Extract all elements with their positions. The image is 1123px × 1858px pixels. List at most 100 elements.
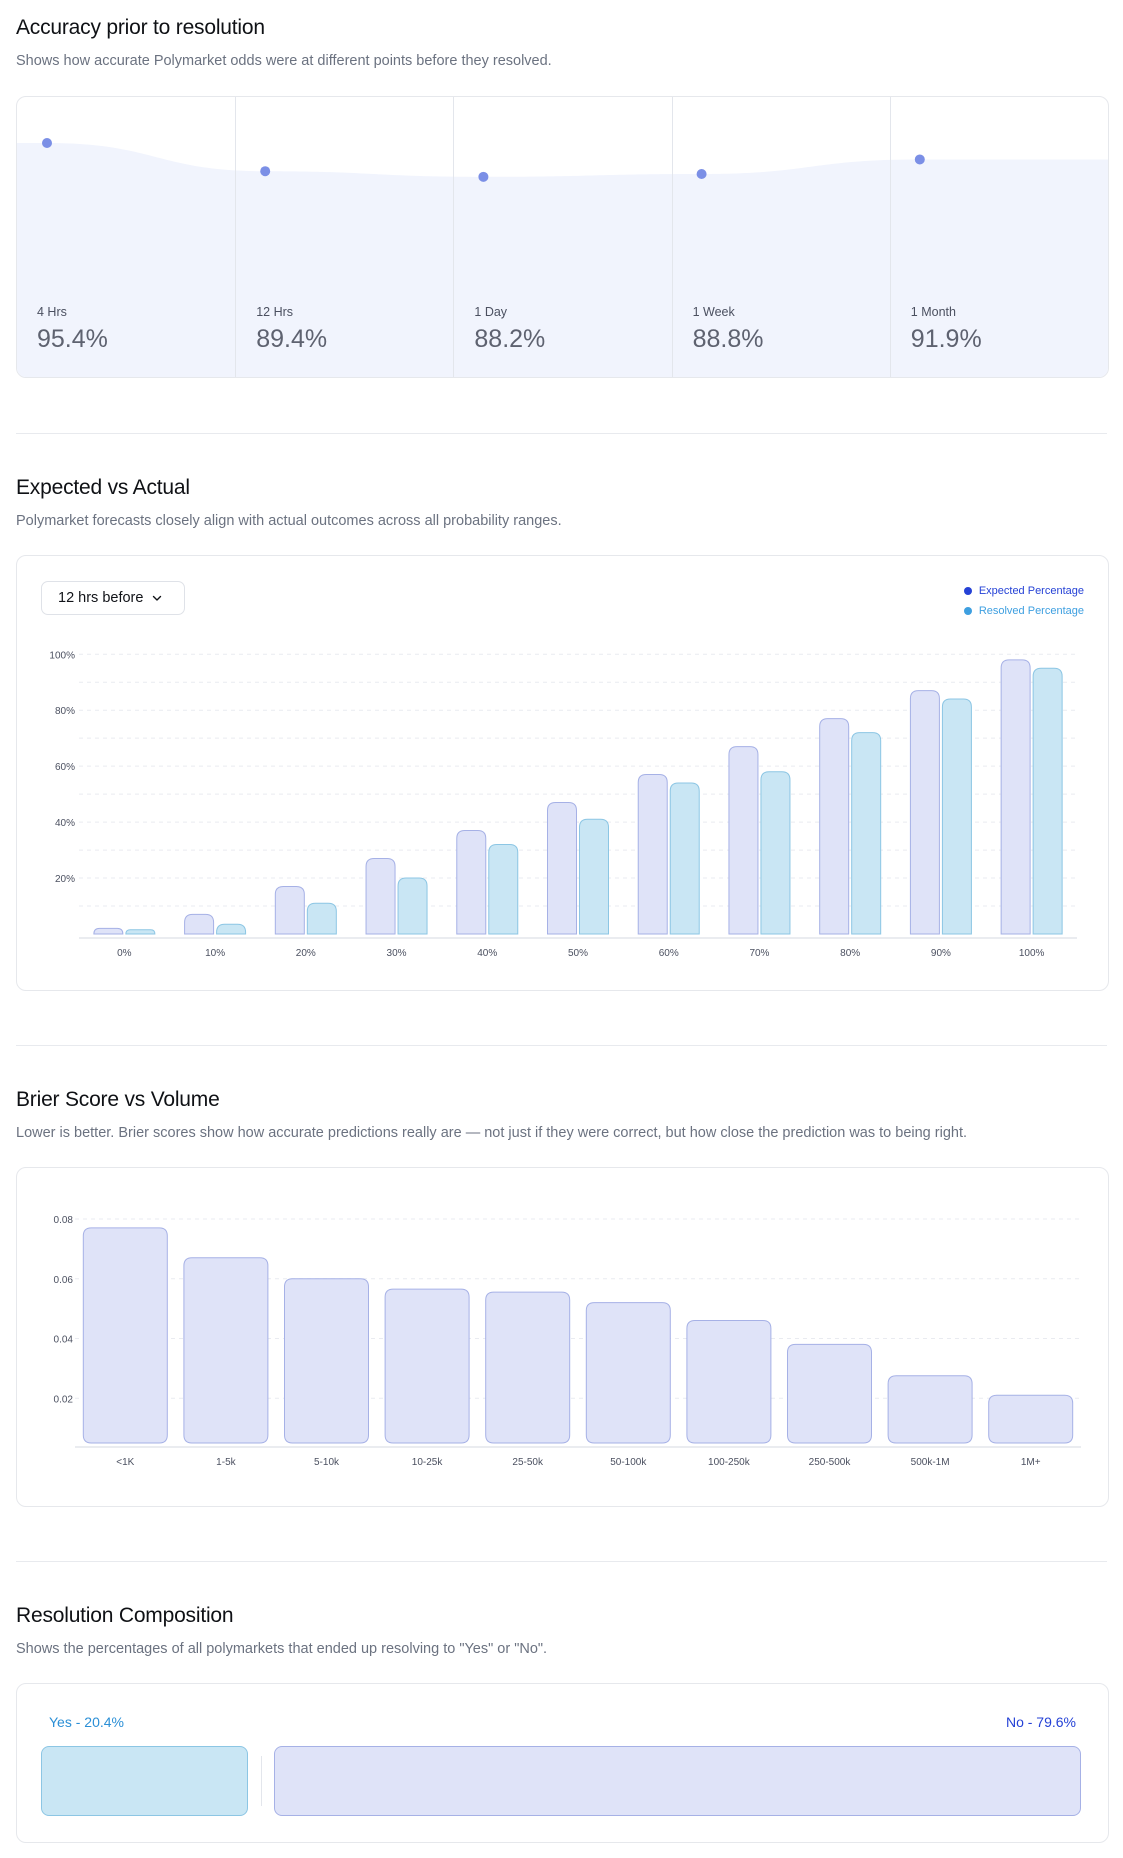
expected-actual-card: 20% 40% 60% 80% 100% 0% 10% 20% 30% 40% 50% 60% 70% 8…: [16, 555, 1109, 991]
brier-card: 0.02 0.04 0.06 0.08 <1K 1-5k 5-10k 10-25k 25-50k…: [16, 1167, 1109, 1507]
x-tick-label: 1-5k: [216, 1457, 236, 1468]
x-tick-label: 40%: [477, 948, 497, 959]
bar-brier[interactable]: [485, 1291, 571, 1444]
bar-expected[interactable]: [909, 690, 940, 935]
accuracy-subtitle: Shows how accurate Polymarket odds were …: [16, 53, 552, 69]
bar-resolved[interactable]: [397, 877, 428, 935]
no-bar: [273, 1746, 1081, 1816]
legend-dot-expected: [963, 587, 972, 595]
y-tick-label: 0.08: [54, 1215, 74, 1226]
accuracy-point: [260, 166, 271, 177]
x-tick-label: 5-10k: [314, 1457, 340, 1468]
bar-expected[interactable]: [637, 774, 668, 935]
bar-resolved[interactable]: [216, 923, 247, 935]
composition-separator: [260, 1756, 262, 1806]
accuracy-point: [914, 154, 925, 165]
chevron-down-icon: [153, 595, 162, 601]
bar-expected[interactable]: [274, 885, 305, 935]
y-tick-label: 0.02: [54, 1394, 74, 1405]
x-tick-label: 500k-1M: [911, 1457, 950, 1468]
brier-title: Brier Score vs Volume: [16, 1088, 220, 1111]
y-tick-label: 0.06: [54, 1275, 74, 1286]
yes-bar: [41, 1746, 248, 1816]
divider: [16, 433, 1107, 434]
accuracy-cell-label: 1 Month: [910, 305, 956, 319]
accuracy-cell-value: 91.9%: [910, 325, 982, 353]
accuracy-point: [478, 171, 489, 182]
y-tick-label: 0.04: [54, 1335, 74, 1346]
expected-actual-chart: 20% 40% 60% 80% 100% 0% 10% 20% 30% 40% 50% 60% 70% 8…: [49, 650, 1077, 959]
accuracy-cell: 4 Hrs 95.4%: [17, 97, 235, 377]
x-tick-label: 70%: [749, 948, 769, 959]
divider: [16, 1561, 1107, 1562]
yes-label: Yes - 20.4%: [49, 1714, 124, 1730]
timeframe-dropdown[interactable]: 12 hrs before: [41, 581, 185, 615]
legend-label-resolved: Resolved Percentage: [978, 605, 1084, 617]
x-tick-label: 25-50k: [512, 1457, 544, 1468]
composition-card: Yes - 20.4% No - 79.6%: [16, 1683, 1109, 1843]
bar-resolved[interactable]: [579, 818, 609, 935]
y-tick-label: 80%: [55, 706, 75, 717]
legend-label-expected: Expected Percentage: [978, 585, 1084, 597]
x-tick-label: 10%: [205, 948, 225, 959]
bar-resolved[interactable]: [306, 902, 337, 935]
bar-expected[interactable]: [1000, 659, 1031, 935]
x-tick-label: 250-500k: [809, 1457, 852, 1468]
bar-expected[interactable]: [184, 913, 215, 935]
accuracy-cell-label: 12 Hrs: [256, 305, 294, 319]
bar-brier[interactable]: [82, 1227, 168, 1444]
y-tick-label: 100%: [49, 650, 75, 661]
bar-resolved[interactable]: [125, 929, 156, 935]
accuracy-cell: 1 Week 88.8%: [671, 97, 891, 377]
x-tick-label: 1M+: [1021, 1457, 1041, 1468]
bar-resolved[interactable]: [488, 843, 519, 935]
bar-brier[interactable]: [585, 1302, 671, 1444]
accuracy-point: [42, 138, 52, 148]
x-tick-label: 50%: [568, 948, 588, 959]
accuracy-cell-value: 95.4%: [37, 325, 108, 353]
legend-item-expected: Expected Percentage: [963, 581, 1084, 601]
bar-brier[interactable]: [988, 1394, 1074, 1444]
expected-actual-title: Expected vs Actual: [16, 476, 190, 499]
x-tick-label: 0%: [117, 948, 132, 959]
x-tick-label: 20%: [296, 948, 316, 959]
accuracy-cell: 1 Day 88.2%: [453, 97, 672, 377]
bar-resolved[interactable]: [941, 698, 972, 935]
bar-brier[interactable]: [887, 1375, 973, 1444]
accuracy-chart: [17, 138, 1108, 377]
bar-brier[interactable]: [787, 1343, 872, 1444]
expected-actual-subtitle: Polymarket forecasts closely align with …: [16, 513, 562, 529]
bar-expected[interactable]: [728, 746, 759, 935]
y-tick-label: 20%: [55, 874, 75, 885]
bar-resolved[interactable]: [1032, 667, 1063, 935]
x-tick-label: 90%: [931, 948, 951, 959]
bar-brier[interactable]: [686, 1320, 772, 1444]
bar-resolved[interactable]: [851, 732, 882, 935]
bar-brier[interactable]: [384, 1288, 470, 1444]
accuracy-card: 4 Hrs 95.4% 12 Hrs 89.4% 1 Day 88.2% 1 Week 88.…: [16, 96, 1109, 378]
accuracy-title: Accuracy prior to resolution: [16, 16, 265, 39]
bar-brier[interactable]: [183, 1257, 269, 1444]
accuracy-cell-value: 88.2%: [474, 325, 546, 353]
x-tick-label: 50-100k: [610, 1457, 647, 1468]
bar-expected[interactable]: [547, 802, 577, 935]
bar-resolved[interactable]: [669, 782, 700, 935]
bar-brier[interactable]: [284, 1278, 369, 1444]
composition-title: Resolution Composition: [16, 1604, 234, 1627]
x-tick-label: 100%: [1019, 948, 1045, 959]
composition-subtitle: Shows the percentages of all polymarkets…: [16, 1641, 548, 1657]
x-tick-label: <1K: [116, 1457, 134, 1468]
x-tick-label: 100-250k: [708, 1457, 751, 1468]
bar-expected[interactable]: [456, 829, 487, 935]
bar-expected[interactable]: [365, 857, 396, 935]
divider: [16, 1045, 1107, 1046]
no-label: No - 79.6%: [1005, 1714, 1076, 1730]
bar-expected[interactable]: [819, 718, 850, 935]
accuracy-cell-value: 89.4%: [256, 325, 328, 353]
timeframe-dropdown-label: 12 hrs before: [58, 590, 144, 606]
bar-resolved[interactable]: [760, 771, 791, 935]
bar-expected[interactable]: [93, 927, 124, 935]
accuracy-cell-label: 1 Week: [692, 305, 735, 319]
brier-chart: 0.02 0.04 0.06 0.08 <1K 1-5k 5-10k 10-25k 25-50k…: [54, 1215, 1081, 1468]
